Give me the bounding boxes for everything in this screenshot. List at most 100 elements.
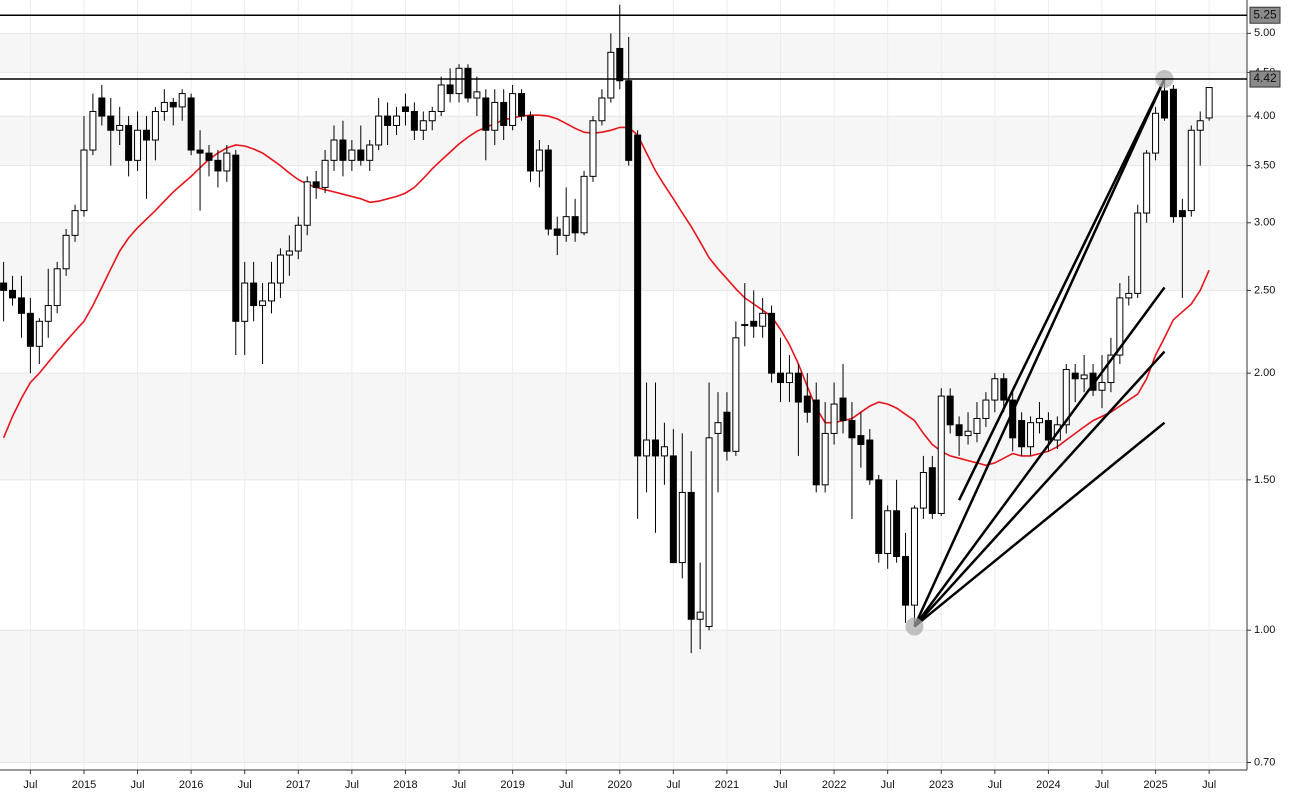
candle-body bbox=[848, 420, 856, 439]
candle-body bbox=[294, 224, 302, 252]
candle-body bbox=[384, 115, 392, 126]
candle-body bbox=[1152, 112, 1160, 154]
candle-body bbox=[116, 124, 124, 131]
candle-body bbox=[393, 115, 401, 126]
candle-body bbox=[98, 97, 106, 117]
x-tick-label: 2025 bbox=[1143, 779, 1167, 791]
candle-body bbox=[473, 91, 481, 99]
candle-body bbox=[285, 250, 293, 256]
candle-body bbox=[142, 129, 150, 141]
candle-body bbox=[616, 47, 624, 82]
candle-body bbox=[982, 399, 990, 419]
candle-body bbox=[777, 372, 785, 384]
candle-body bbox=[1169, 88, 1177, 218]
candle-body bbox=[1196, 120, 1204, 131]
candle-body bbox=[339, 139, 347, 161]
candle-body bbox=[169, 101, 177, 108]
candle-body bbox=[964, 430, 972, 437]
candle-body bbox=[696, 611, 704, 620]
x-tick-label: Jul bbox=[23, 779, 37, 791]
candle-body bbox=[625, 80, 633, 161]
candle-body bbox=[348, 149, 356, 161]
candle-body bbox=[1098, 382, 1106, 391]
trend-line bbox=[913, 286, 1166, 628]
candle-body bbox=[1044, 420, 1052, 441]
candle-body bbox=[151, 110, 159, 141]
candle-body bbox=[669, 455, 677, 564]
candle-body bbox=[410, 110, 418, 131]
x-tick-label: Jul bbox=[559, 779, 573, 791]
price-label: 5.25 bbox=[1253, 7, 1277, 21]
candle-body bbox=[44, 305, 52, 322]
x-tick-label: Jul bbox=[452, 779, 466, 791]
candle-body bbox=[330, 139, 338, 161]
candle-body bbox=[785, 372, 793, 384]
candle-body bbox=[125, 124, 133, 161]
candle-body bbox=[678, 491, 686, 564]
candle-body bbox=[17, 297, 25, 314]
y-tick-label: 3.50 bbox=[1254, 160, 1275, 172]
y-tick-label: 2.00 bbox=[1254, 367, 1275, 379]
candle-body bbox=[71, 210, 79, 236]
candle-body bbox=[705, 437, 713, 628]
candle-body bbox=[741, 324, 749, 327]
candle-body bbox=[651, 439, 659, 457]
candle-body bbox=[107, 115, 115, 131]
candle-body bbox=[660, 446, 668, 457]
candle-body bbox=[205, 152, 213, 161]
candle-body bbox=[607, 51, 615, 99]
candle-body bbox=[321, 159, 329, 188]
x-tick-label: 2021 bbox=[715, 779, 739, 791]
candle-body bbox=[857, 435, 865, 445]
candle-body bbox=[732, 337, 740, 452]
band bbox=[0, 222, 1247, 291]
band bbox=[0, 630, 1247, 763]
candle-body bbox=[571, 216, 579, 234]
candle-body bbox=[1205, 87, 1213, 119]
candle-body bbox=[62, 234, 70, 270]
trend-line bbox=[913, 421, 1166, 628]
candle-body bbox=[937, 395, 945, 514]
candle-body bbox=[9, 289, 17, 299]
candle-body bbox=[928, 467, 936, 514]
candle-body bbox=[1107, 354, 1115, 384]
candle-body bbox=[1035, 417, 1043, 424]
trend-line bbox=[957, 78, 1166, 501]
candle-body bbox=[1018, 420, 1026, 448]
candle-body bbox=[902, 555, 910, 606]
candle-body bbox=[1125, 292, 1133, 299]
candle-body bbox=[357, 149, 365, 161]
candle-body bbox=[268, 282, 275, 302]
candle-body bbox=[884, 510, 892, 554]
candle-body bbox=[1080, 374, 1088, 380]
x-tick-label: Jul bbox=[881, 779, 895, 791]
candle-body bbox=[1062, 368, 1070, 426]
candle-body bbox=[955, 424, 963, 437]
x-tick-label: Jul bbox=[1202, 779, 1216, 791]
candle-body bbox=[803, 395, 811, 413]
candle-body bbox=[1000, 378, 1008, 401]
candle-body bbox=[134, 129, 142, 161]
candle-body bbox=[893, 510, 901, 557]
candle-body bbox=[276, 254, 284, 284]
candle-body bbox=[535, 149, 543, 172]
x-tick-label: Jul bbox=[773, 779, 787, 791]
candle-body bbox=[26, 312, 34, 347]
candle-body bbox=[919, 472, 927, 509]
candle-body bbox=[1143, 152, 1151, 214]
candle-body bbox=[589, 120, 597, 177]
candle-body bbox=[750, 320, 758, 327]
candle-body bbox=[223, 152, 231, 172]
y-tick-label: 4.00 bbox=[1254, 110, 1275, 122]
x-tick-label: Jul bbox=[1095, 779, 1109, 791]
x-tick-label: 2020 bbox=[608, 779, 632, 791]
x-tick-label: Jul bbox=[131, 779, 145, 791]
candle-body bbox=[232, 154, 240, 322]
candle-body bbox=[991, 378, 999, 401]
x-tick-label: 2019 bbox=[500, 779, 524, 791]
y-tick-label: 3.00 bbox=[1254, 217, 1275, 229]
candle-body bbox=[812, 399, 820, 486]
candle-body bbox=[723, 411, 731, 452]
candle-body bbox=[89, 110, 97, 151]
